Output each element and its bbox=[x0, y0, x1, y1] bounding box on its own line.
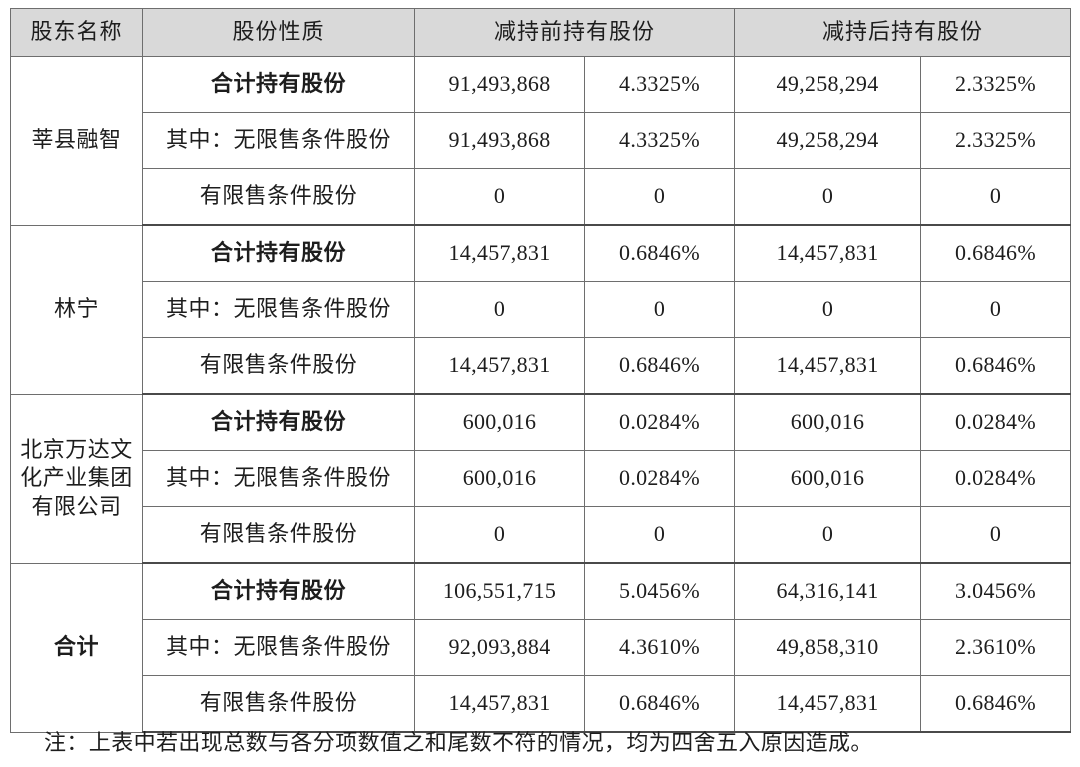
share-nature-cell: 其中：无限售条件股份 bbox=[142, 619, 415, 676]
after-pct-cell: 2.3610% bbox=[920, 619, 1072, 676]
share-nature-cell: 合计持有股份 bbox=[142, 393, 415, 451]
shareholder-name-cell: 北京万达文化产业集团有限公司 bbox=[10, 393, 143, 564]
before-shares-cell: 92,093,884 bbox=[414, 619, 585, 676]
after-shares-cell: 14,457,831 bbox=[734, 337, 922, 395]
after-shares-cell: 49,258,294 bbox=[734, 56, 922, 113]
before-shares-cell: 0 bbox=[414, 168, 585, 226]
column-header-before-reduction: 减持前持有股份 bbox=[413, 8, 736, 57]
before-pct-cell: 0.6846% bbox=[583, 337, 736, 395]
column-header-shareholder-name: 股东名称 bbox=[10, 8, 143, 57]
after-pct-cell: 0.6846% bbox=[920, 337, 1072, 395]
table-row: 莘县融智 合计持有股份 91,493,868 4.3325% 49,258,294 2.3… bbox=[10, 56, 1072, 226]
after-shares-cell: 0 bbox=[734, 168, 922, 226]
before-pct-cell: 0 bbox=[583, 168, 736, 226]
share-nature-cell: 有限售条件股份 bbox=[142, 337, 415, 395]
share-nature-cell: 其中：无限售条件股份 bbox=[142, 450, 415, 507]
after-shares-cell: 0 bbox=[734, 506, 922, 564]
before-pct-cell: 0 bbox=[583, 281, 736, 338]
before-pct-cell: 0.6846% bbox=[583, 224, 736, 282]
shareholder-name-cell: 莘县融智 bbox=[10, 56, 143, 226]
table-footnote: 注：上表中若出现总数与各分项数值之和尾数不符的情况，均为四舍五入原因造成。 bbox=[44, 730, 873, 755]
before-shares-cell: 14,457,831 bbox=[414, 224, 585, 282]
share-nature-cell: 有限售条件股份 bbox=[142, 675, 415, 733]
after-pct-cell: 0.0284% bbox=[920, 450, 1072, 507]
after-pct-cell: 0 bbox=[920, 281, 1072, 338]
after-pct-cell: 0.0284% bbox=[920, 393, 1072, 451]
after-shares-cell: 0 bbox=[734, 281, 922, 338]
table-row: 有限售条件股份 14,457,831 0.6846% 14,457,831 0.6846… bbox=[11, 675, 1072, 733]
before-shares-cell: 0 bbox=[414, 506, 585, 564]
before-pct-cell: 4.3325% bbox=[583, 112, 736, 169]
after-shares-cell: 600,016 bbox=[734, 393, 922, 451]
table-row: 合计 合计持有股份 106,551,715 5.0456% 64,316,141 3.04… bbox=[10, 562, 1072, 733]
before-shares-cell: 14,457,831 bbox=[414, 337, 585, 395]
table-body: 莘县融智 合计持有股份 91,493,868 4.3325% 49,258,294 2.3… bbox=[10, 56, 1072, 733]
table-row: 林宁 合计持有股份 14,457,831 0.6846% 14,457,831 0.684… bbox=[10, 224, 1072, 395]
table-row: 有限售条件股份 0 0 0 0 bbox=[11, 168, 1072, 226]
share-nature-cell: 合计持有股份 bbox=[142, 224, 415, 282]
share-nature-cell: 合计持有股份 bbox=[142, 56, 415, 113]
before-pct-cell: 5.0456% bbox=[583, 562, 736, 620]
after-pct-cell: 2.3325% bbox=[920, 56, 1072, 113]
column-header-after-reduction: 减持后持有股份 bbox=[734, 8, 1072, 57]
table-header-row: 股东名称 股份性质 减持前持有股份 减持后持有股份 bbox=[10, 8, 1072, 57]
shareholding-reduction-table: 股东名称 股份性质 减持前持有股份 减持后持有股份 莘县融智 合计持有股份 91,4… bbox=[10, 8, 1072, 733]
before-pct-cell: 0.0284% bbox=[583, 450, 736, 507]
share-nature-cell: 合计持有股份 bbox=[142, 562, 415, 620]
table-row: 北京万达文化产业集团有限公司 合计持有股份 600,016 0.0284% 600,01… bbox=[10, 393, 1072, 564]
column-header-share-nature: 股份性质 bbox=[142, 8, 415, 57]
after-pct-cell: 0.6846% bbox=[920, 675, 1072, 733]
after-shares-cell: 14,457,831 bbox=[734, 675, 922, 733]
share-nature-cell: 其中：无限售条件股份 bbox=[142, 281, 415, 338]
before-shares-cell: 0 bbox=[414, 281, 585, 338]
table-row: 有限售条件股份 14,457,831 0.6846% 14,457,831 0.6846… bbox=[11, 337, 1072, 395]
after-shares-cell: 64,316,141 bbox=[734, 562, 922, 620]
table-row: 其中：无限售条件股份 0 0 0 0 bbox=[11, 281, 1072, 338]
before-pct-cell: 0 bbox=[583, 506, 736, 564]
share-nature-cell: 有限售条件股份 bbox=[142, 168, 415, 226]
after-pct-cell: 0 bbox=[920, 506, 1072, 564]
table-row: 其中：无限售条件股份 92,093,884 4.3610% 49,858,310 2.3… bbox=[11, 619, 1072, 676]
before-pct-cell: 4.3610% bbox=[583, 619, 736, 676]
before-shares-cell: 600,016 bbox=[414, 450, 585, 507]
shareholder-name-cell: 合计 bbox=[10, 562, 143, 733]
after-pct-cell: 0 bbox=[920, 168, 1072, 226]
after-pct-cell: 3.0456% bbox=[920, 562, 1072, 620]
share-nature-cell: 其中：无限售条件股份 bbox=[142, 112, 415, 169]
after-shares-cell: 49,258,294 bbox=[734, 112, 922, 169]
before-shares-cell: 600,016 bbox=[414, 393, 585, 451]
after-shares-cell: 14,457,831 bbox=[734, 224, 922, 282]
share-nature-cell: 有限售条件股份 bbox=[142, 506, 415, 564]
before-pct-cell: 0.6846% bbox=[583, 675, 736, 733]
before-pct-cell: 4.3325% bbox=[583, 56, 736, 113]
shareholder-name-cell: 林宁 bbox=[10, 224, 143, 395]
table-header: 股东名称 股份性质 减持前持有股份 减持后持有股份 bbox=[10, 8, 1072, 57]
shareholding-table-container: 股东名称 股份性质 减持前持有股份 减持后持有股份 莘县融智 合计持有股份 91,4… bbox=[10, 8, 1072, 733]
before-shares-cell: 14,457,831 bbox=[414, 675, 585, 733]
table-row: 其中：无限售条件股份 91,493,868 4.3325% 49,258,294 2.3… bbox=[11, 112, 1072, 169]
after-shares-cell: 600,016 bbox=[734, 450, 922, 507]
table-row: 其中：无限售条件股份 600,016 0.0284% 600,016 0.0284% bbox=[11, 450, 1072, 507]
before-shares-cell: 91,493,868 bbox=[414, 56, 585, 113]
after-shares-cell: 49,858,310 bbox=[734, 619, 922, 676]
before-shares-cell: 106,551,715 bbox=[414, 562, 585, 620]
after-pct-cell: 0.6846% bbox=[920, 224, 1072, 282]
before-pct-cell: 0.0284% bbox=[583, 393, 736, 451]
table-row: 有限售条件股份 0 0 0 0 bbox=[11, 506, 1072, 564]
before-shares-cell: 91,493,868 bbox=[414, 112, 585, 169]
after-pct-cell: 2.3325% bbox=[920, 112, 1072, 169]
